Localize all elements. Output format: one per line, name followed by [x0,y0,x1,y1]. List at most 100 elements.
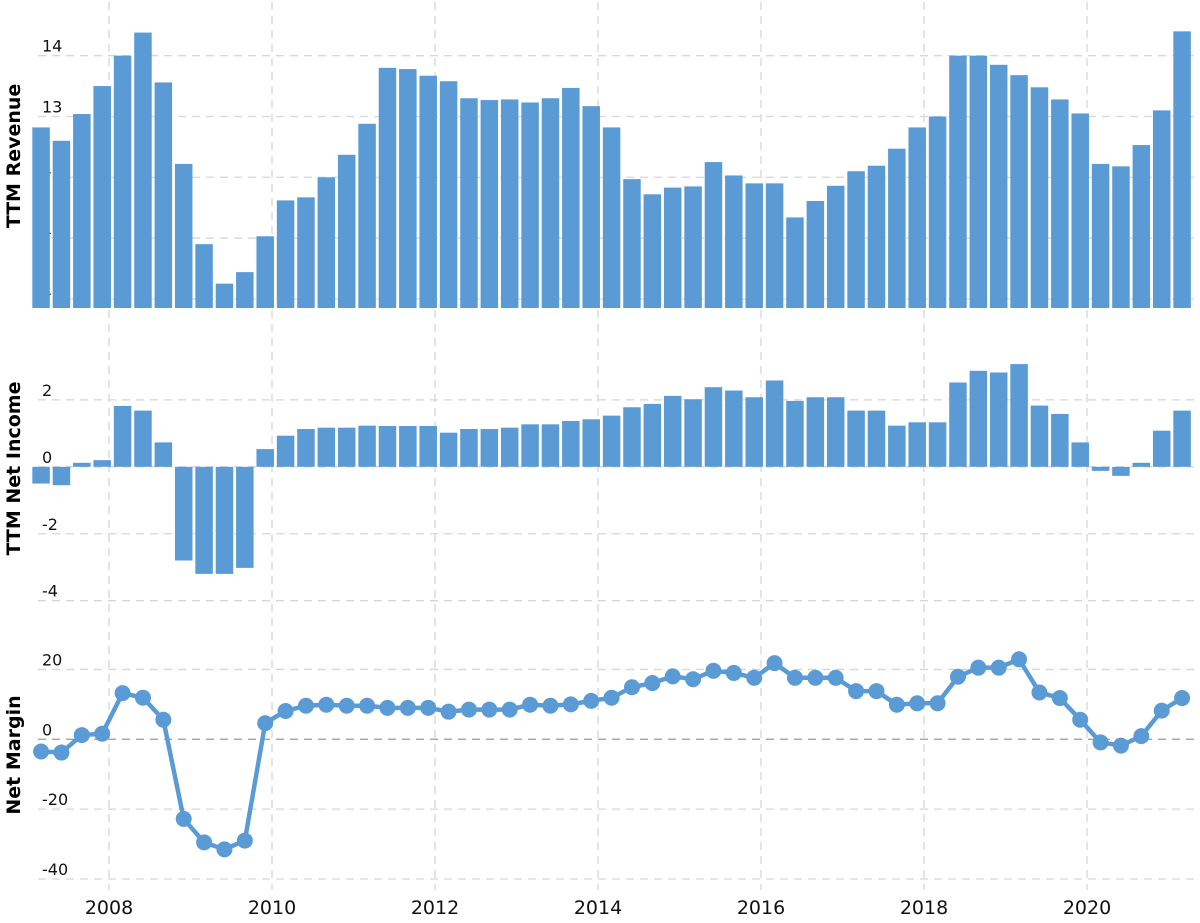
bar [1152,110,1171,309]
bar [582,419,600,467]
bar [663,395,682,467]
bar [704,387,723,467]
bar [52,140,71,308]
bar [93,460,111,467]
bar [745,183,763,308]
bar [317,427,336,467]
bar [521,424,539,467]
x-tick-label: 2012 [411,897,459,919]
y-tick-label: 0 [42,720,52,739]
bar [643,194,662,308]
data-point [114,685,131,702]
bar [786,400,804,467]
data-point [257,715,274,732]
data-point [685,671,702,688]
bar [806,397,825,467]
bar [562,87,580,309]
data-point [990,659,1007,676]
bar [215,283,234,308]
bar [358,123,376,308]
bar [623,407,641,467]
data-point [33,743,50,760]
bar [378,67,397,308]
bar [704,162,723,308]
bar [1112,166,1130,308]
data-point [909,695,926,712]
data-point [562,696,579,713]
data-point [1011,651,1028,668]
y-tick-label: -40 [42,860,68,879]
bar [276,435,295,467]
data-point [725,664,742,681]
bar [521,102,539,308]
x-tick-label: 2020 [1063,897,1111,919]
y-axis-label: Net Margin [3,695,25,814]
bar [236,466,254,568]
x-tick-label: 2014 [574,897,622,919]
bar [500,99,519,309]
bar [663,187,682,308]
bar [134,410,152,467]
bar [847,410,865,467]
bar [684,186,702,308]
data-point [644,675,661,692]
bar [52,466,71,486]
y-axis-label: TTM Net Income [3,382,25,556]
bar [765,380,784,467]
bar [113,55,132,309]
data-point [1112,737,1129,754]
data-point [53,744,70,761]
y-tick-label: -4 [42,582,58,601]
bar [154,442,173,467]
series-line [40,657,1184,852]
bar [602,127,621,308]
data-point [379,699,396,716]
bar [847,171,865,308]
bar [643,403,662,467]
bar [826,185,845,308]
data-point [949,668,966,685]
bar [949,55,967,309]
data-point [175,810,192,827]
bar [989,372,1008,467]
data-point [399,699,416,716]
bar [1010,75,1028,308]
bar [399,426,417,467]
data-point [73,727,90,744]
bar [888,148,906,308]
data-point [888,696,905,713]
bar [969,55,988,309]
bar [1010,364,1028,467]
data-point [155,711,172,728]
bar [378,426,397,467]
bar [460,98,478,309]
bar [989,64,1008,308]
bar [602,415,621,467]
bar [867,165,886,308]
data-point [664,668,681,685]
bar [1112,466,1130,476]
bar [725,390,743,467]
y-tick-label: -2 [42,515,58,534]
data-point [786,669,803,686]
data-point [766,655,783,672]
data-point [94,725,111,742]
bar [1030,405,1049,467]
data-point [522,696,539,713]
bar [256,236,274,308]
bar [765,183,784,308]
y-axis-label: TTM Revenue [3,84,25,229]
bar [1173,410,1191,467]
bar [623,179,641,308]
data-point [929,695,946,712]
bar [480,100,499,309]
y-tick-label: 13 [42,97,62,116]
data-point [827,669,844,686]
y-tick-label: -20 [42,790,68,809]
data-point [359,697,376,714]
data-point [623,679,640,696]
bar [928,116,947,308]
data-point [216,841,233,858]
data-point [1174,690,1191,707]
